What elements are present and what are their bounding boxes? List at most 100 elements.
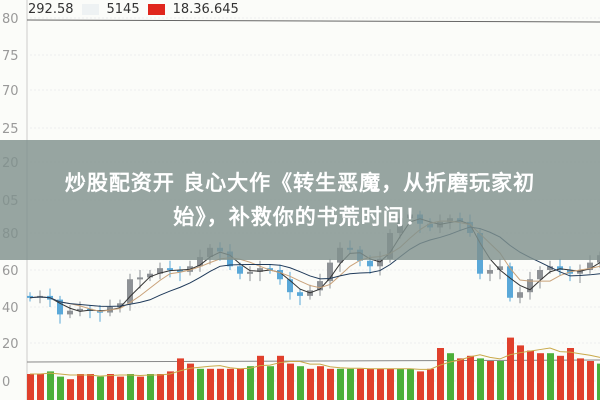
candle-body [137,277,143,280]
y-tick-label: 75 [2,49,19,64]
candle-body [77,308,83,311]
y-tick-label: 25 [2,122,19,137]
volume-bar [497,361,504,400]
headline-line-1: 炒股配资开 良心大作《转生恶魔，从折磨玩家初 [64,171,536,195]
volume-bar [197,368,204,400]
volume-bar [517,345,524,400]
volume-bar [357,368,364,400]
candle-body [367,260,373,267]
candle-body [317,281,323,291]
volume-bar [377,368,384,400]
y-tick-label: 40 [2,301,19,316]
candle-body [557,266,563,270]
volume-ma-line [30,347,600,377]
volume-bar [117,376,124,400]
volume-bar [457,358,464,400]
volume-divider [26,359,600,363]
volume-bar [127,374,134,400]
candle-body [127,279,133,304]
candle-body [527,279,533,293]
volume-bar [37,374,44,400]
candle-body [497,266,503,270]
volume-bar [97,376,104,400]
volume-bar [387,368,394,400]
volume-bar [537,353,544,400]
y-tick-label: 70 [2,84,19,99]
volume-bar [267,366,274,400]
top-border [26,19,600,23]
candle-body [287,279,293,293]
volume-bar [207,368,214,400]
volume-bar [137,376,144,400]
volume-bar [407,368,414,400]
volume-bar [487,361,494,400]
volume-bar [257,355,264,400]
candle-body [177,270,183,272]
candle-body [117,303,123,307]
candle-body [327,262,333,282]
volume-bar [567,348,574,400]
volume-bar [317,366,324,400]
chart-legend: 292.58 5145 18.36.645 [28,0,239,19]
headline-overlay[interactable]: 炒股配资开 良心大作《转生恶魔，从折磨玩家初 始》，补救你的书荒时间！ [0,140,600,260]
volume-bar [237,368,244,400]
volume-bar [367,368,374,400]
volume-bar [247,366,254,400]
volume-bar [67,379,74,400]
candle-body [297,292,303,296]
volume-bar [287,363,294,400]
candle-body [507,266,513,298]
legend-value-1: 292.58 [28,2,74,17]
volume-bar [597,363,600,400]
y-tick-label: 60 [2,264,19,279]
candle-body [547,266,553,270]
volume-bar [467,355,474,400]
volume-bar [47,371,54,400]
candle-body [247,271,253,274]
candle-body [237,266,243,274]
volume-bar [147,374,154,400]
candle-body [67,310,73,315]
candle-body [167,268,173,271]
volume-bar [157,374,164,400]
volume-bar [327,368,334,400]
volume-bar [77,374,84,400]
volume-bar [87,374,94,400]
legend-value-2: 5145 [106,2,140,17]
headline-line-2: 始》，补救你的书荒时间！ [173,205,427,229]
volume-bar [547,353,554,400]
y-tick-label: 80 [2,12,19,27]
volume-bar [177,358,184,400]
volume-bar [187,363,194,400]
candle-body [587,262,593,270]
candle-body [537,270,543,280]
volume-bar [397,368,404,400]
volume-bar [507,337,514,400]
volume-bar [587,361,594,400]
volume-bar [307,368,314,400]
candle-body [267,268,273,271]
y-tick-label: 0 [2,375,10,390]
volume-bar [577,358,584,400]
candle-body [147,273,153,278]
volume-bar [167,371,174,400]
volume-bar [427,368,434,400]
legend-value-3: 18.36.645 [172,2,239,17]
volume-bar [417,371,424,400]
volume-bar [337,368,344,400]
volume-bar [437,348,444,400]
volume-bar [277,355,284,400]
y-tick-label: 20 [2,337,19,352]
candle-body [277,270,283,280]
candle-body [257,268,263,272]
volume-bar [227,368,234,400]
volume-bar [107,374,114,400]
volume-bar [447,353,454,400]
volume-bar [557,355,564,400]
candle-body [517,292,523,298]
ma-line-short [29,218,600,312]
volume-bar [27,374,34,400]
volume-bar [57,376,64,400]
candle-body [197,257,203,267]
candle-body [27,295,33,298]
